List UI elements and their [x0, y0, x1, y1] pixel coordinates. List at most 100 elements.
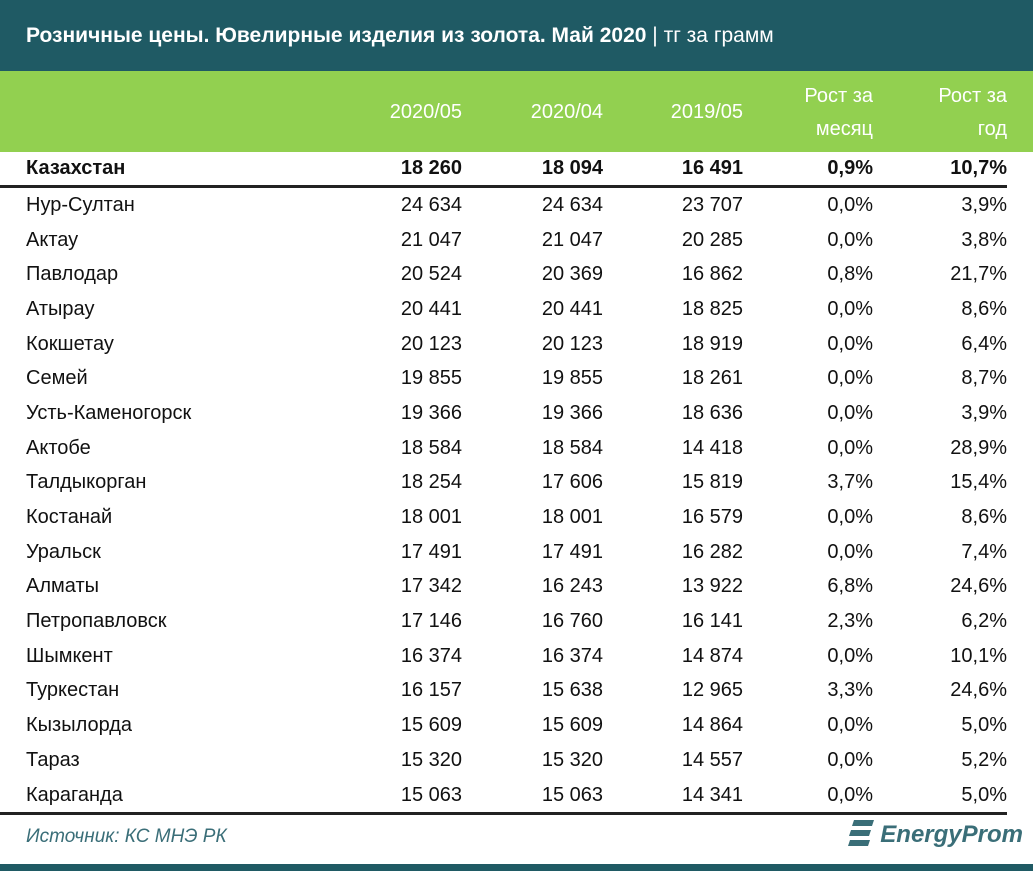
- value-cell: 0,0%: [827, 367, 873, 390]
- value-cell: 0,0%: [827, 748, 873, 771]
- value-cell: 16 141: [681, 610, 743, 633]
- value-cell: 6,2%: [961, 610, 1007, 633]
- value-cell: 3,9%: [961, 401, 1007, 424]
- region-cell: Кызылорда: [26, 714, 133, 737]
- value-cell: 5,2%: [961, 748, 1007, 771]
- column-header-text: 2020/04: [530, 101, 603, 123]
- value-cell: 8,6%: [961, 506, 1007, 529]
- value-cell: 19 366: [400, 401, 462, 424]
- value-cell: 0,8%: [827, 263, 873, 286]
- value-cell: 16 282: [681, 540, 743, 563]
- region-cell: Шымкент: [26, 644, 113, 667]
- value-cell: 24,6%: [950, 575, 1007, 598]
- value-cell: 0,0%: [827, 332, 873, 355]
- table-row: Павлодар 20 524 20 369 16 862 0,8% 21,7%: [0, 257, 1007, 292]
- value-cell: 12 965: [681, 679, 743, 702]
- value-cell: 14 874: [681, 644, 743, 667]
- value-cell: 17 491: [400, 540, 462, 563]
- value-cell: 18 254: [400, 471, 462, 494]
- value-cell: 18 584: [400, 436, 462, 459]
- value-cell: 20 123: [541, 332, 603, 355]
- value-cell: 24 634: [400, 193, 462, 216]
- table-row: Нур-Султан 24 634 24 634 23 707 0,0% 3,9%: [0, 187, 1007, 223]
- value-cell: 10,7%: [873, 152, 1007, 188]
- value-cell: 17 146: [400, 610, 462, 633]
- value-cell: 8,7%: [961, 367, 1007, 390]
- region-cell: Кокшетау: [26, 332, 114, 355]
- table-row: Усть-Каменогорск 19 366 19 366 18 636 0,0% 3,…: [0, 396, 1007, 431]
- column-header-text: 2019/05: [670, 101, 743, 123]
- table-row: Кызылорда 15 609 15 609 14 864 0,0% 5,0%: [0, 708, 1007, 743]
- region-cell: Уральск: [26, 540, 101, 563]
- value-cell: 18 636: [681, 401, 743, 424]
- column-header: Рост за месяц: [804, 80, 873, 146]
- value-cell: 28,9%: [950, 436, 1007, 459]
- value-cell: 19 366: [541, 401, 603, 424]
- column-header-text: Рост за: [938, 85, 1007, 107]
- value-cell: 16 862: [681, 263, 743, 286]
- column-header-text: год: [977, 118, 1007, 140]
- value-cell: 16 374: [400, 644, 462, 667]
- value-cell: 13 922: [681, 575, 743, 598]
- table-row: Семей 19 855 19 855 18 261 0,0% 8,7%: [0, 361, 1007, 396]
- value-cell: 15 638: [541, 679, 603, 702]
- value-cell: 0,0%: [827, 714, 873, 737]
- region-cell: Туркестан: [26, 679, 120, 702]
- bottom-bar: [0, 864, 1033, 871]
- value-cell: 0,0%: [827, 540, 873, 563]
- value-cell: 0,0%: [827, 193, 873, 216]
- value-cell: 3,8%: [961, 228, 1007, 251]
- value-cell: 3,7%: [827, 471, 873, 494]
- region-cell: Нур-Султан: [26, 193, 135, 216]
- title-text: Розничные цены. Ювелирные изделия из зол…: [26, 24, 647, 47]
- value-cell: 18 261: [681, 367, 743, 390]
- value-cell: 21 047: [541, 228, 603, 251]
- region-cell: Атырау: [26, 297, 95, 320]
- column-header-row: 2020/05 2020/04 2019/05 Рост за месяц Рост за…: [0, 71, 1033, 152]
- value-cell: 14 341: [603, 777, 743, 816]
- value-cell: 18 584: [541, 436, 603, 459]
- table-row: Тараз 15 320 15 320 14 557 0,0% 5,2%: [0, 743, 1007, 778]
- value-cell: 20 524: [400, 263, 462, 286]
- column-header: 2020/05: [390, 96, 462, 129]
- table-row: Актобе 18 584 18 584 14 418 0,0% 28,9%: [0, 431, 1007, 466]
- value-cell: 2,3%: [827, 610, 873, 633]
- value-cell: 17 342: [400, 575, 462, 598]
- region-cell: Павлодар: [26, 263, 119, 286]
- value-cell: 20 285: [681, 228, 743, 251]
- table-row: Атырау 20 441 20 441 18 825 0,0% 8,6%: [0, 292, 1007, 327]
- value-cell: 16 374: [541, 644, 603, 667]
- value-cell: 19 855: [541, 367, 603, 390]
- column-header-text: 2020/05: [389, 101, 462, 123]
- table-row: Алматы 17 342 16 243 13 922 6,8% 24,6%: [0, 570, 1007, 605]
- value-cell: 0,0%: [827, 506, 873, 529]
- value-cell: 0,0%: [827, 436, 873, 459]
- value-cell: 16 579: [681, 506, 743, 529]
- value-cell: 19 855: [400, 367, 462, 390]
- region-cell: Семей: [26, 367, 88, 390]
- value-cell: 20 441: [541, 297, 603, 320]
- region-cell: Алматы: [26, 575, 99, 598]
- table-row: Уральск 17 491 17 491 16 282 0,0% 7,4%: [0, 535, 1007, 570]
- logo-text: EnergyProm: [880, 821, 1023, 848]
- region-cell: Тараз: [26, 748, 80, 771]
- region-cell: Усть-Каменогорск: [26, 401, 192, 424]
- table-row: Шымкент 16 374 16 374 14 874 0,0% 10,1%: [0, 639, 1007, 674]
- table-row: Актау 21 047 21 047 20 285 0,0% 3,8%: [0, 223, 1007, 258]
- price-table: Казахстан 18 260 18 094 16 491 0,9% 10,7% Нур-…: [0, 152, 1007, 816]
- region-cell: Актобе: [26, 436, 91, 459]
- value-cell: 18 919: [681, 332, 743, 355]
- region-cell: Казахстан: [0, 152, 326, 188]
- value-cell: 15 819: [681, 471, 743, 494]
- value-cell: 20 441: [400, 297, 462, 320]
- value-cell: 21,7%: [950, 263, 1007, 286]
- value-cell: 3,3%: [827, 679, 873, 702]
- value-cell: 0,0%: [827, 297, 873, 320]
- value-cell: 14 557: [681, 748, 743, 771]
- region-cell: Караганда: [0, 777, 326, 816]
- value-cell: 0,9%: [743, 152, 873, 188]
- total-row: Казахстан 18 260 18 094 16 491 0,9% 10,7%: [0, 152, 1007, 188]
- region-cell: Талдыкорган: [26, 471, 147, 494]
- value-cell: 15 609: [541, 714, 603, 737]
- value-cell: 18 825: [681, 297, 743, 320]
